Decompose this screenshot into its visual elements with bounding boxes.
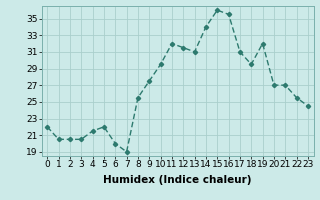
X-axis label: Humidex (Indice chaleur): Humidex (Indice chaleur) bbox=[103, 175, 252, 185]
